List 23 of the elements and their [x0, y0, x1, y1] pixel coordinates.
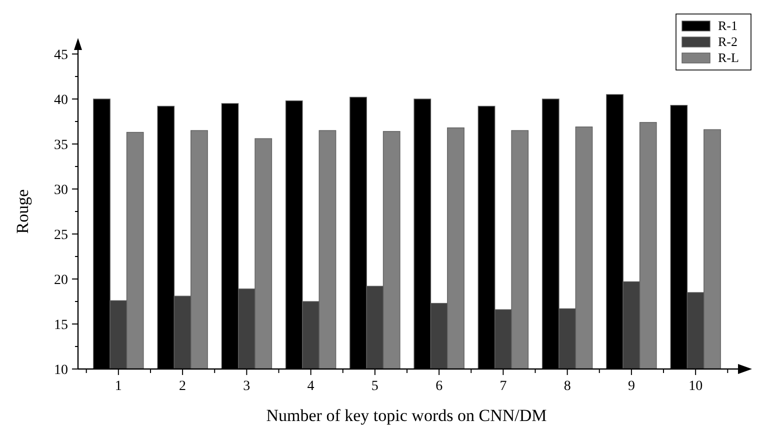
y-tick-label: 25	[54, 228, 68, 243]
y-tick-label: 10	[54, 362, 68, 378]
x-axis-title: Number of key topic words on CNN/DM	[266, 406, 547, 425]
y-tick-label: 15	[54, 318, 68, 333]
x-tick-label: 3	[243, 379, 250, 394]
y-tick-label: 40	[54, 92, 68, 108]
x-tick-label: 4	[307, 379, 314, 394]
x-tick-label: 1	[114, 379, 122, 394]
y-tick-label: 20	[54, 272, 68, 288]
legend-label: R-1	[718, 18, 738, 33]
legend-label: R-2	[718, 34, 738, 49]
y-tick-label: 35	[54, 138, 68, 153]
x-tick-label: 8	[564, 379, 571, 394]
legend-label: R-L	[718, 50, 739, 65]
x-tick-label: 5	[371, 379, 378, 394]
y-tick-label: 45	[54, 48, 68, 63]
x-tick-label: 2	[179, 379, 186, 394]
x-tick-label: 9	[628, 379, 635, 394]
x-tick-label: 10	[688, 379, 703, 394]
y-axis-title: Rouge	[13, 189, 32, 234]
y-tick-label: 30	[54, 182, 68, 198]
x-tick-label: 6	[436, 379, 443, 394]
x-tick-label: 7	[500, 379, 507, 394]
